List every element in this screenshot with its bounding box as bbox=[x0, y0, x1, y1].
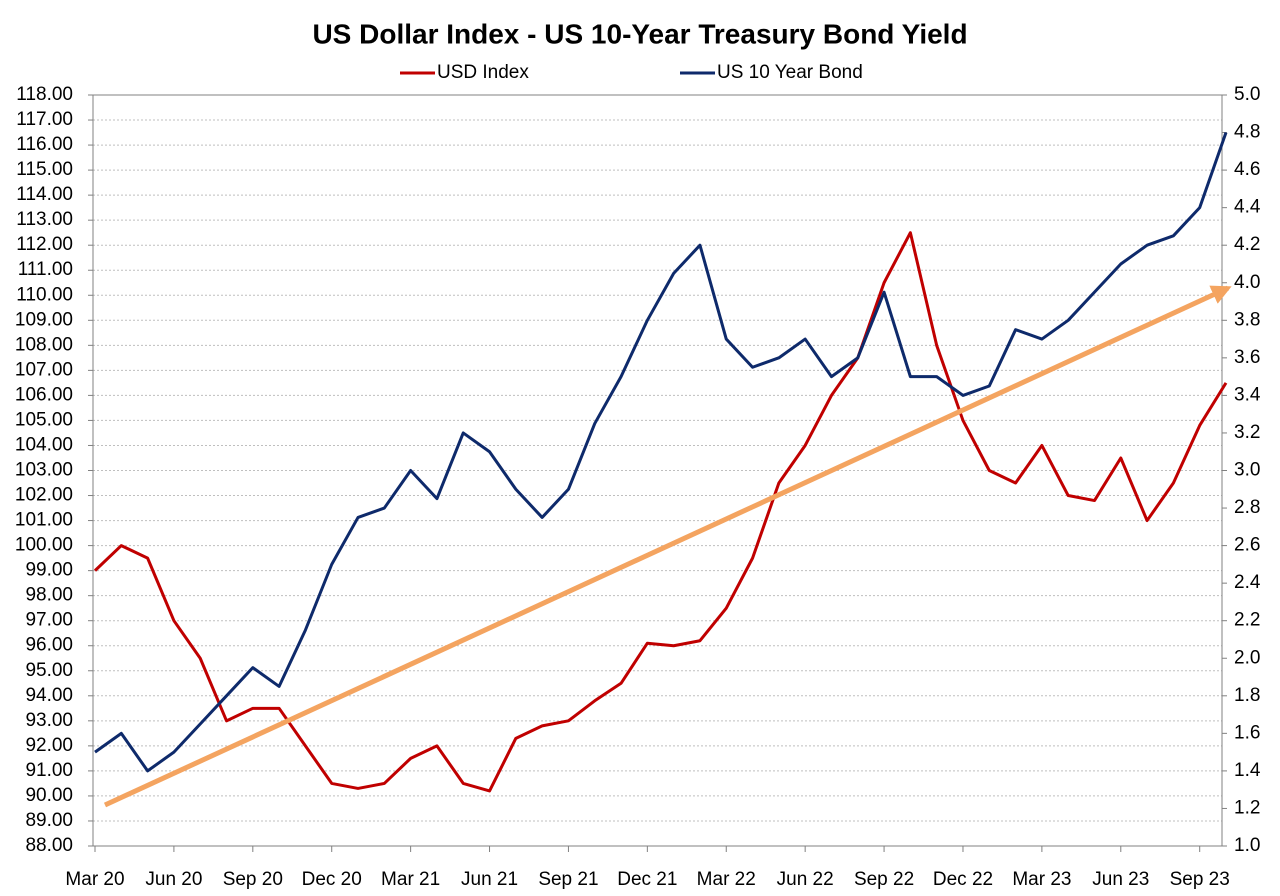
y-tick-label: 91.00 bbox=[25, 760, 73, 781]
legend-label: USD Index bbox=[437, 62, 529, 83]
x-tick-label: Dec 22 bbox=[933, 869, 993, 890]
y2-tick-label: 3.4 bbox=[1234, 384, 1261, 405]
y-tick-label: 116.00 bbox=[16, 134, 73, 155]
y-tick-label: 98.00 bbox=[25, 585, 73, 606]
y-tick-label: 114.00 bbox=[16, 184, 73, 205]
y-tick-label: 89.00 bbox=[25, 810, 73, 831]
y-tick-label: 92.00 bbox=[25, 735, 73, 756]
y2-tick-label: 3.0 bbox=[1234, 460, 1260, 481]
y-tick-label: 118.00 bbox=[16, 84, 73, 105]
y-tick-label: 106.00 bbox=[15, 384, 73, 405]
y2-tick-label: 2.0 bbox=[1234, 647, 1260, 668]
plot-frame bbox=[92, 94, 1223, 847]
y-tick-label: 117.00 bbox=[16, 109, 73, 130]
series-line bbox=[94, 132, 1228, 773]
y-tick-label: 97.00 bbox=[25, 610, 73, 631]
y2-tick-label: 3.2 bbox=[1234, 422, 1260, 443]
y-tick-label: 100.00 bbox=[15, 535, 73, 556]
y2-tick-label: 2.2 bbox=[1234, 610, 1260, 631]
x-tick-label: Jun 23 bbox=[1092, 869, 1149, 890]
y-tick-label: 113.00 bbox=[16, 209, 73, 230]
y2-tick-label: 5.0 bbox=[1234, 84, 1260, 105]
chart-title: US Dollar Index - US 10-Year Treasury Bo… bbox=[312, 18, 967, 49]
y-tick-label: 105.00 bbox=[15, 409, 73, 430]
trend-arrow bbox=[103, 285, 1232, 808]
y-tick-label: 111.00 bbox=[18, 259, 73, 280]
y2-tick-label: 1.4 bbox=[1234, 760, 1261, 781]
x-tick-label: Mar 20 bbox=[65, 869, 124, 890]
y-tick-label: 88.00 bbox=[25, 835, 73, 856]
x-tick-label: Sep 23 bbox=[1170, 869, 1230, 890]
y-tick-label: 112.00 bbox=[16, 234, 73, 255]
y-tick-label: 107.00 bbox=[15, 359, 73, 380]
y-tick-label: 93.00 bbox=[25, 710, 73, 731]
y2-tick-label: 3.8 bbox=[1234, 309, 1260, 330]
legend-label: US 10 Year Bond bbox=[717, 62, 863, 83]
y2-tick-label: 2.4 bbox=[1234, 572, 1261, 593]
y2-tick-label: 3.6 bbox=[1234, 347, 1260, 368]
y2-tick-label: 4.8 bbox=[1234, 122, 1260, 143]
x-tick-label: Mar 23 bbox=[1012, 869, 1071, 890]
y-tick-label: 109.00 bbox=[15, 309, 73, 330]
y-tick-label: 104.00 bbox=[15, 434, 73, 455]
series-line bbox=[93, 231, 1228, 793]
x-tick-label: Sep 20 bbox=[223, 869, 283, 890]
y-tick-label: 94.00 bbox=[25, 685, 73, 706]
y-tick-label: 110.00 bbox=[16, 284, 73, 305]
y2-tick-label: 4.2 bbox=[1234, 234, 1260, 255]
y-tick-label: 99.00 bbox=[25, 560, 73, 581]
y2-tick-label: 1.8 bbox=[1234, 685, 1260, 706]
y-tick-label: 103.00 bbox=[15, 460, 73, 481]
y-tick-label: 95.00 bbox=[25, 660, 73, 681]
y2-tick-label: 4.4 bbox=[1234, 197, 1261, 218]
y2-tick-label: 1.0 bbox=[1234, 835, 1260, 856]
x-tick-label: Sep 21 bbox=[538, 869, 598, 890]
x-tick-label: Jun 21 bbox=[461, 869, 518, 890]
x-tick-label: Mar 22 bbox=[697, 869, 756, 890]
y-tick-label: 101.00 bbox=[15, 510, 73, 531]
x-tick-label: Jun 22 bbox=[777, 869, 834, 890]
y2-tick-label: 2.6 bbox=[1234, 535, 1260, 556]
y-tick-label: 108.00 bbox=[15, 334, 73, 355]
y-tick-label: 96.00 bbox=[25, 635, 73, 656]
x-tick-label: Dec 21 bbox=[617, 869, 677, 890]
y-tick-label: 115.00 bbox=[16, 159, 73, 180]
y2-tick-label: 1.6 bbox=[1234, 722, 1260, 743]
y2-tick-label: 2.8 bbox=[1234, 497, 1260, 518]
x-tick-label: Dec 20 bbox=[302, 869, 362, 890]
y2-tick-label: 4.6 bbox=[1234, 159, 1260, 180]
y-tick-label: 102.00 bbox=[15, 485, 73, 506]
x-tick-label: Mar 21 bbox=[381, 869, 440, 890]
y-tick-label: 90.00 bbox=[25, 785, 73, 806]
x-tick-label: Sep 22 bbox=[854, 869, 914, 890]
y2-tick-label: 1.2 bbox=[1234, 797, 1260, 818]
y2-tick-label: 4.0 bbox=[1234, 272, 1260, 293]
x-tick-label: Jun 20 bbox=[145, 869, 202, 890]
